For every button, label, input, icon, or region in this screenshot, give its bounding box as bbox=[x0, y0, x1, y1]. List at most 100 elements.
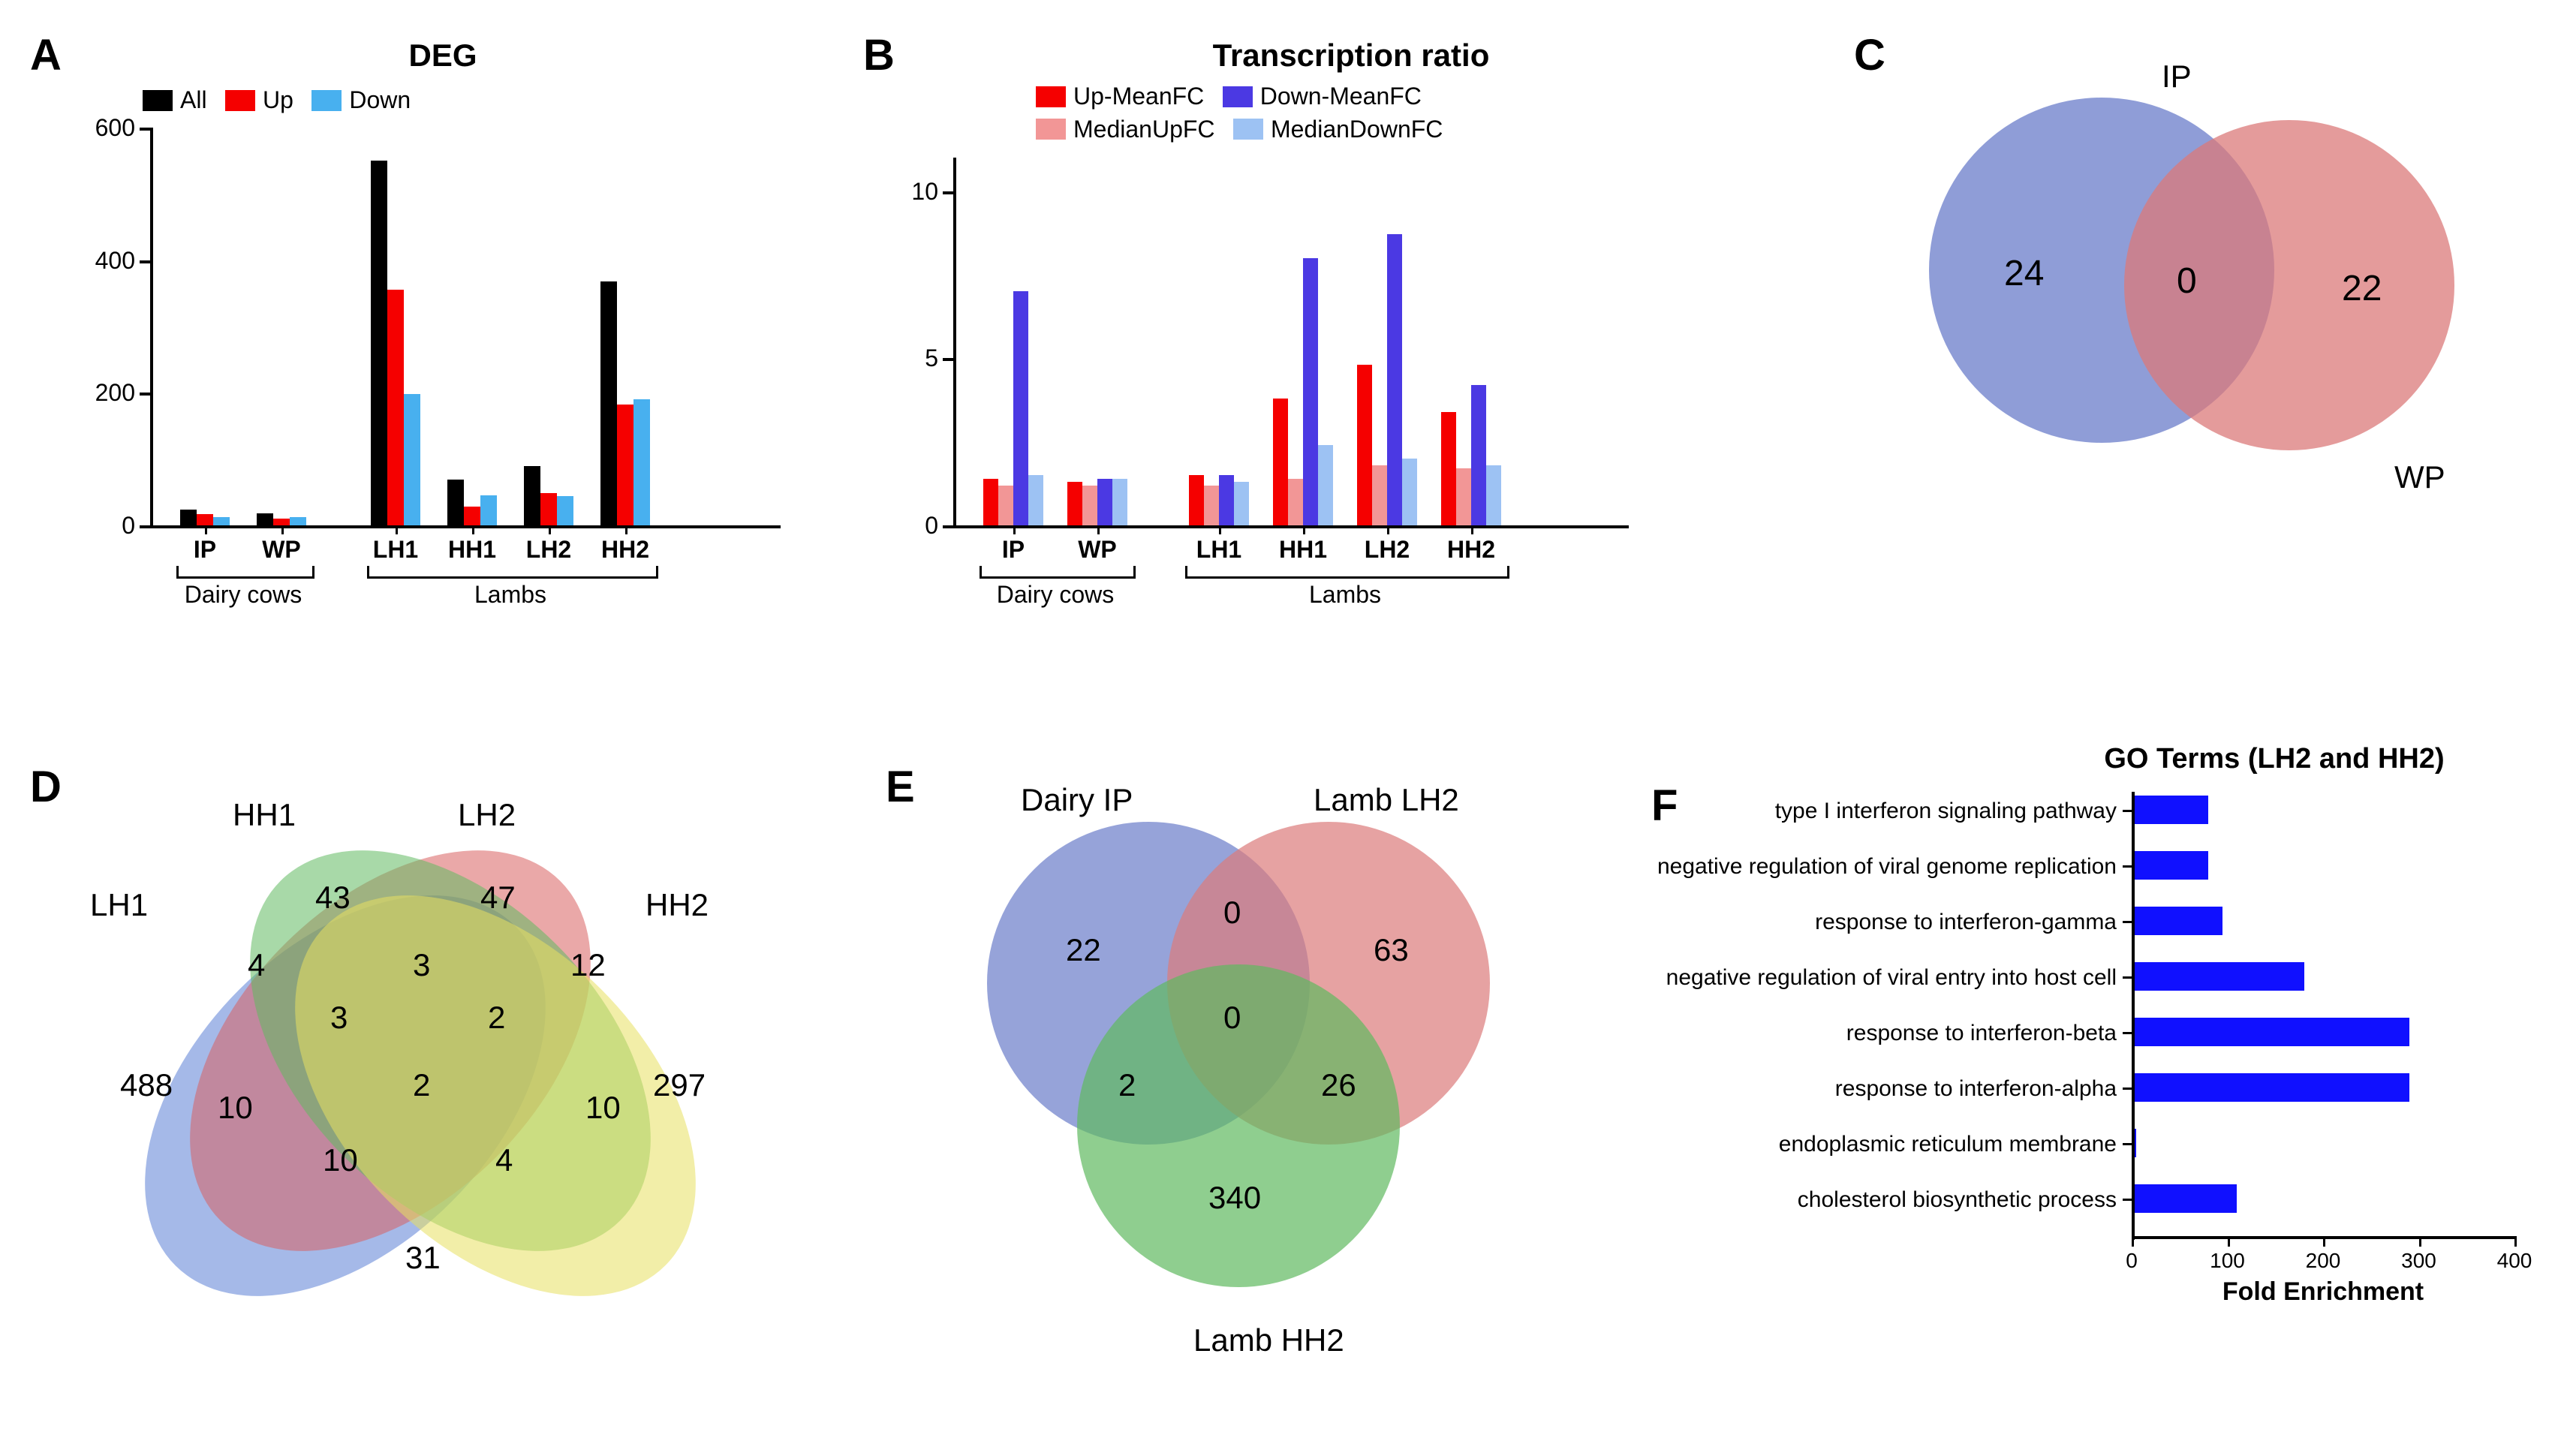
bar bbox=[290, 517, 306, 525]
x-axis bbox=[953, 525, 1629, 528]
venn-count: 31 bbox=[405, 1240, 441, 1275]
bar bbox=[180, 510, 197, 525]
legend-item: Down-MeanFC bbox=[1223, 83, 1422, 110]
bar bbox=[1097, 479, 1112, 525]
legend-swatch bbox=[1223, 86, 1253, 107]
group-label-lambs: Lambs bbox=[1185, 581, 1505, 609]
panel-b-legend: Up-MeanFC Down-MeanFC MedianUpFC MedianD… bbox=[1036, 83, 1636, 143]
ytick-label: 200 bbox=[75, 379, 135, 407]
legend-swatch bbox=[1036, 119, 1066, 140]
panel-d: D LH1HH1LH2HH248843472974312321010210431 bbox=[30, 751, 818, 1411]
bar bbox=[557, 496, 573, 525]
y-axis bbox=[2132, 792, 2135, 1240]
venn-set-label: WP bbox=[2394, 459, 2445, 495]
xtick-label: 100 bbox=[2198, 1249, 2258, 1273]
bar bbox=[464, 507, 480, 525]
group-label-lambs: Lambs bbox=[367, 581, 654, 609]
legend-swatch bbox=[225, 90, 255, 111]
panel-c: C IPWP24220 bbox=[1854, 30, 2514, 668]
bar bbox=[1013, 291, 1028, 525]
venn-count: 340 bbox=[1208, 1180, 1261, 1215]
ytick-label: 10 bbox=[893, 178, 938, 206]
legend-label: MedianUpFC bbox=[1073, 116, 1215, 143]
venn-count: 0 bbox=[1223, 1000, 1241, 1035]
bar bbox=[524, 466, 540, 525]
panel-a-plot-area: 0200400600IPWPLH1HH1LH2HH2Dairy cowsLamb… bbox=[150, 128, 781, 525]
bar bbox=[371, 161, 387, 525]
legend-label: All bbox=[180, 86, 207, 114]
bar bbox=[2132, 1184, 2237, 1213]
panel-b-plot-area: 0510IPWPLH1HH1LH2HH2Dairy cowsLambs bbox=[953, 158, 1629, 525]
bar bbox=[600, 281, 617, 525]
bar bbox=[257, 513, 273, 525]
bar bbox=[617, 405, 633, 525]
category-label: cholesterol biosynthetic process bbox=[1651, 1187, 2117, 1213]
bar bbox=[2132, 796, 2208, 824]
legend-label: Down bbox=[349, 86, 411, 114]
bar bbox=[480, 495, 497, 525]
venn-count: 488 bbox=[120, 1067, 173, 1103]
legend-item: Up-MeanFC bbox=[1036, 83, 1204, 110]
venn-count: 10 bbox=[323, 1142, 358, 1178]
xtick-label: IP bbox=[165, 536, 245, 564]
legend-label: Up-MeanFC bbox=[1073, 83, 1204, 110]
venn-count: 2 bbox=[488, 1000, 505, 1035]
venn-count: 4 bbox=[248, 947, 265, 982]
legend-label: Up bbox=[263, 86, 293, 114]
bar bbox=[1189, 475, 1204, 525]
bar bbox=[2132, 1073, 2409, 1102]
venn-count: 26 bbox=[1321, 1067, 1356, 1103]
xtick-label: HH1 bbox=[432, 536, 512, 564]
xtick-label: HH2 bbox=[585, 536, 665, 564]
venn-set-label: Dairy IP bbox=[1021, 782, 1133, 817]
legend-item: MedianDownFC bbox=[1233, 116, 1443, 143]
panel-b-title: Transcription ratio bbox=[1126, 38, 1576, 74]
bar bbox=[998, 486, 1013, 525]
bar bbox=[1204, 486, 1219, 525]
venn-count: 2 bbox=[413, 1067, 430, 1103]
bar bbox=[1357, 365, 1372, 525]
ytick-label: 400 bbox=[75, 247, 135, 275]
category-label: response to interferon-gamma bbox=[1651, 910, 2117, 935]
venn-count: 0 bbox=[2177, 261, 2197, 301]
bar bbox=[1234, 482, 1249, 525]
bar bbox=[983, 479, 998, 525]
bar bbox=[1402, 459, 1417, 525]
bar bbox=[1082, 486, 1097, 525]
category-label: endoplasmic reticulum membrane bbox=[1651, 1132, 2117, 1157]
bar bbox=[387, 290, 404, 525]
xtick-label: 300 bbox=[2389, 1249, 2449, 1273]
bar bbox=[2132, 907, 2222, 935]
bar bbox=[1219, 475, 1234, 525]
panel-e: E Dairy IPLamb LH2Lamb HH2226334000226 bbox=[886, 751, 1606, 1411]
venn-count: 43 bbox=[315, 880, 351, 915]
xtick-label: HH2 bbox=[1430, 536, 1512, 564]
panel-e-venn: Dairy IPLamb LH2Lamb HH2226334000226 bbox=[923, 773, 1599, 1388]
legend-swatch bbox=[143, 90, 173, 111]
legend-label: Down-MeanFC bbox=[1260, 83, 1422, 110]
venn-count: 63 bbox=[1374, 932, 1409, 967]
bar bbox=[633, 399, 650, 525]
bar bbox=[213, 517, 230, 525]
legend-item: MedianUpFC bbox=[1036, 116, 1215, 143]
figure-root: A DEG All Up Down 0200400600IPWPLH1HH1LH… bbox=[0, 0, 2561, 1456]
venn-circle bbox=[2124, 120, 2454, 450]
venn-set-label: LH2 bbox=[458, 797, 516, 832]
venn-count: 12 bbox=[570, 947, 606, 982]
bar bbox=[1028, 475, 1043, 525]
legend-item-all: All bbox=[143, 86, 207, 114]
legend-swatch bbox=[1233, 119, 1263, 140]
bar bbox=[2132, 1018, 2409, 1046]
bar bbox=[1303, 258, 1318, 525]
ytick-label: 0 bbox=[893, 512, 938, 540]
panel-label-e: E bbox=[886, 762, 915, 812]
venn-count: 22 bbox=[1066, 932, 1101, 967]
xtick-label: 0 bbox=[2102, 1249, 2162, 1273]
group-label-dairy: Dairy cows bbox=[980, 581, 1131, 609]
venn-count: 10 bbox=[585, 1090, 621, 1125]
bar bbox=[1288, 479, 1303, 525]
bar bbox=[1456, 468, 1471, 525]
venn-set-label: Lamb HH2 bbox=[1193, 1322, 1344, 1358]
panel-label-c: C bbox=[1854, 30, 1885, 80]
venn-set-label: HH1 bbox=[233, 797, 296, 832]
